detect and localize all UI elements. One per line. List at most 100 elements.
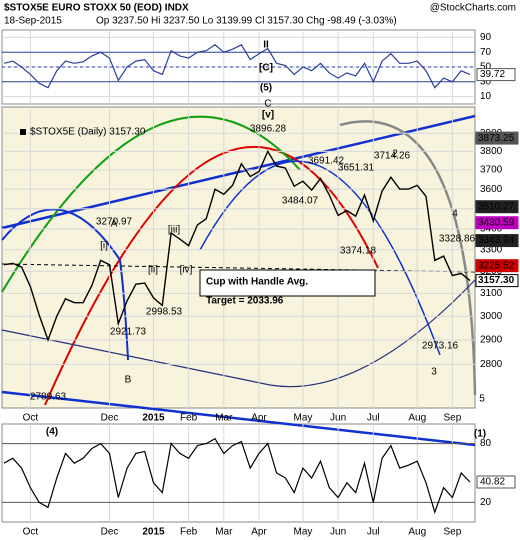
x-tick-label: Aug [408, 527, 426, 538]
cycle-arc [1, 115, 301, 293]
wave-label: [iv] [180, 265, 193, 276]
y-tick-label: 3700 [480, 165, 503, 176]
wave-label: 3328.86 [439, 234, 476, 245]
wave-label: 5 [479, 394, 485, 405]
wave-label: (5) [260, 83, 272, 94]
cycle-arc [199, 160, 441, 356]
price-label: 3873.25 [478, 133, 515, 144]
price-label: 3343.94 [478, 235, 515, 246]
last-value-label: 39.72 [480, 69, 505, 80]
cycle-arc [44, 146, 379, 406]
last-value-box [476, 475, 516, 489]
wave-label: 3484.07 [282, 196, 319, 207]
y-tick-label: 50 [480, 62, 492, 73]
header-quote: Op 3237.50 Hi 3237.50 Lo 3139.99 Cl 3157… [96, 16, 397, 27]
x-tick-label: 2015 [142, 527, 165, 538]
series-line [3, 44, 471, 89]
wave-label: 2921.73 [110, 327, 147, 338]
y-tick-label: 70 [480, 47, 492, 58]
price-label: 3510.27 [478, 201, 515, 212]
price-label: 3430.59 [478, 217, 515, 228]
wave-label: 3651.31 [338, 163, 375, 174]
x-tick-label: Jun [330, 527, 346, 538]
cycle-arc [1, 208, 129, 361]
price-label: 3157.30 [478, 275, 515, 286]
moving-average [1, 279, 476, 388]
wave-label: 4 [452, 209, 458, 220]
series-line [3, 149, 471, 342]
wave-label: 2973.16 [422, 341, 459, 352]
wave-label: [v] [262, 110, 274, 121]
y-tick-label: 3000 [480, 311, 503, 322]
trendline [1, 390, 476, 447]
legend-swatch [20, 129, 26, 135]
y-tick-label: 3800 [480, 146, 503, 157]
wave-label: A [111, 219, 118, 230]
callout-box [199, 269, 376, 297]
x-tick-label: Jun [330, 413, 346, 424]
x-tick-label: Apr [251, 527, 267, 538]
price-label-box [475, 234, 519, 248]
price-label-box [475, 200, 519, 214]
callout-line: Cup with Handle Avg. [206, 277, 308, 288]
wave-label: 2998.53 [146, 307, 183, 318]
wave-label: [ii] [148, 265, 158, 276]
price-label-box [475, 216, 519, 230]
x-tick-label: 2015 [142, 413, 165, 424]
wave-label: 3714.26 [374, 151, 411, 162]
callout-line: Target = 2033.96 [206, 296, 284, 307]
y-tick-label: 10 [480, 91, 492, 102]
wave-label: 3270.97 [96, 217, 133, 228]
x-tick-label: Jul [367, 413, 380, 424]
wave-label: [i] [100, 241, 108, 252]
x-tick-label: Dec [101, 527, 119, 538]
price-label-box [475, 131, 519, 145]
y-tick-label: 3600 [480, 184, 503, 195]
wave-label: II [263, 40, 269, 51]
price-panel [1, 106, 476, 409]
x-tick-label: Jul [367, 527, 380, 538]
x-tick-label: Mar [215, 413, 233, 424]
x-tick-label: Feb [180, 413, 198, 424]
x-tick-label: Sep [444, 413, 462, 424]
last-value-box [476, 68, 516, 82]
wave-label: (1) [474, 429, 486, 440]
x-tick-label: Feb [180, 527, 198, 538]
x-tick-label: Oct [23, 527, 39, 538]
y-tick-label: 20 [480, 497, 492, 508]
header-source: @StockCharts.com [430, 3, 516, 14]
price-label-box [475, 259, 519, 273]
x-tick-label: Apr [251, 413, 267, 424]
price-label: 3225.52 [478, 260, 515, 271]
x-tick-label: Aug [408, 413, 426, 424]
y-tick-label: 2900 [480, 335, 503, 346]
wave-label: 2 [392, 149, 398, 160]
decorations [1, 114, 477, 447]
x-tick-label: Sep [444, 527, 462, 538]
x-tick-label: Dec [101, 413, 119, 424]
x-tick-label: May [293, 413, 312, 424]
cycle-arc [339, 120, 477, 396]
x-tick-label: Mar [215, 527, 233, 538]
x-tick-label: Oct [23, 413, 39, 424]
wave-label: 3 [431, 367, 437, 378]
wave-label: B [125, 375, 132, 386]
wave-label: 3691.42 [308, 156, 345, 167]
wave-label: 3896.28 [250, 124, 287, 135]
last-value-label: 40.82 [480, 477, 505, 488]
y-tick-label: 80 [480, 438, 492, 449]
wave-label: (4) [46, 427, 58, 438]
y-tick-label: 3100 [480, 288, 503, 299]
y-tick-label: 2800 [480, 359, 503, 370]
wave-label: [C] [259, 63, 273, 74]
legend: $STOX5E (Daily) 3157.30 [30, 127, 146, 138]
y-tick-label: 30 [480, 76, 492, 87]
series-line [3, 437, 471, 515]
y-tick-label: 90 [480, 32, 492, 43]
y-tick-label: 3300 [480, 244, 503, 255]
price-label-box [475, 274, 519, 288]
oscillator-panel [1, 423, 476, 523]
neckline [1, 263, 476, 273]
wave-label: 2789.63 [30, 392, 67, 403]
